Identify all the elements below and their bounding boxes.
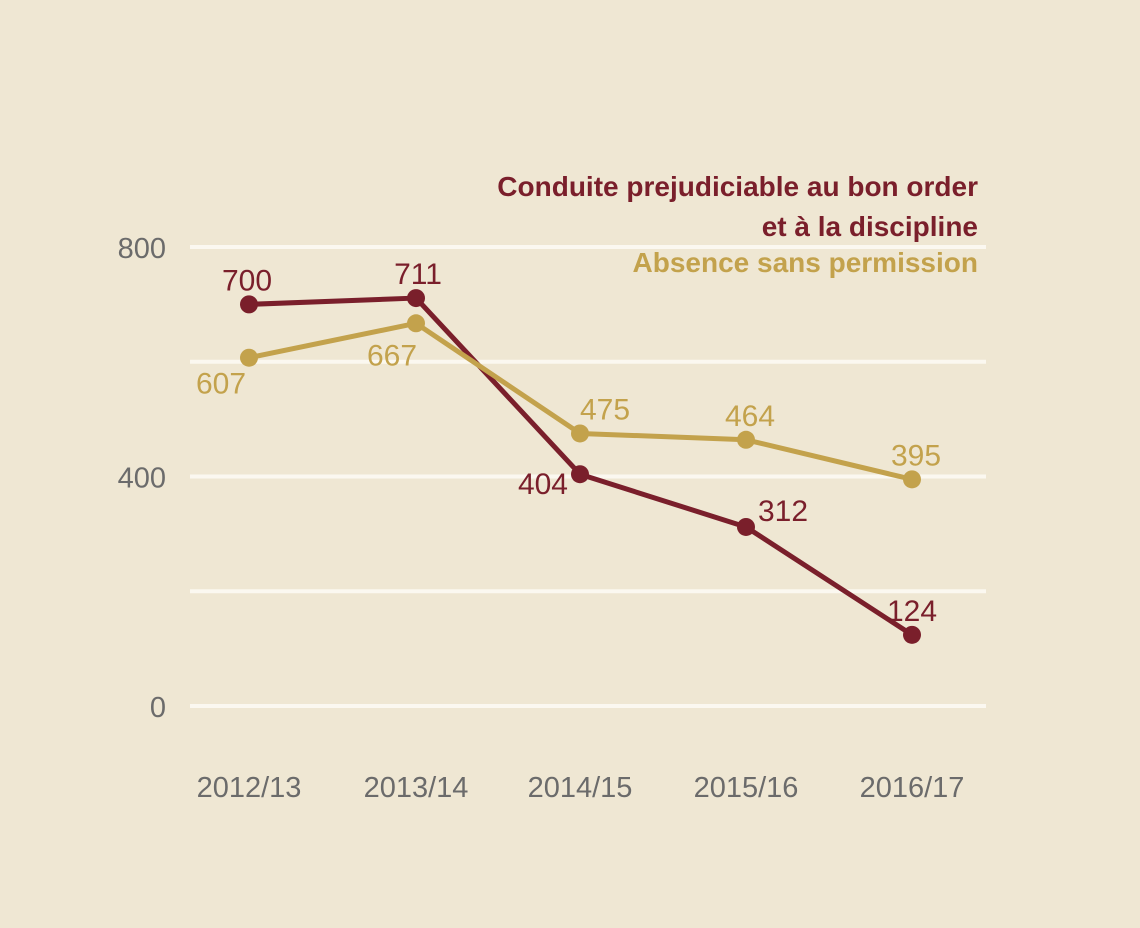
data-label-conduite-2013-14: 711 xyxy=(394,258,442,291)
point-conduite-2014-15 xyxy=(571,465,589,484)
point-conduite-2015-16 xyxy=(737,517,755,536)
data-label-absence-2015-16: 464 xyxy=(725,400,775,433)
y-tick-label-800: 800 xyxy=(118,233,166,265)
data-label-conduite-2016-17: 124 xyxy=(887,595,937,628)
x-tick-label-2016-17: 2016/17 xyxy=(860,772,965,804)
data-label-conduite-2014-15: 404 xyxy=(518,468,568,501)
point-absence-2013-14 xyxy=(407,314,425,333)
x-tick-label-2015-16: 2015/16 xyxy=(694,772,799,804)
point-absence-2015-16 xyxy=(737,430,755,449)
legend-line-conduite-2: et à la discipline xyxy=(762,211,978,242)
point-absence-2012-13 xyxy=(240,348,258,367)
series xyxy=(240,289,921,644)
x-tick-label-2014-15: 2014/15 xyxy=(528,772,633,804)
y-tick-label-0: 0 xyxy=(150,692,166,724)
point-conduite-2016-17 xyxy=(903,625,921,644)
point-absence-2014-15 xyxy=(571,424,589,443)
point-conduite-2013-14 xyxy=(407,289,425,308)
data-label-absence-2014-15: 475 xyxy=(580,393,630,426)
data-label-absence-2016-17: 395 xyxy=(891,439,941,472)
legend: Conduite prejudiciable au bon order et à… xyxy=(497,171,978,278)
data-label-absence-2012-13: 607 xyxy=(196,368,246,401)
x-tick-label-2012-13: 2012/13 xyxy=(197,772,302,804)
data-label-conduite-2015-16: 312 xyxy=(758,495,808,528)
legend-line-conduite-1: Conduite prejudiciable au bon order xyxy=(497,171,978,202)
data-label-conduite-2012-13: 700 xyxy=(222,264,272,297)
data-labels: 700 711 404 312 124 607 667 475 464 395 xyxy=(196,258,941,628)
y-axis-ticks: 0 400 800 xyxy=(118,233,166,724)
x-axis-ticks: 2012/13 2013/14 2014/15 2015/16 2016/17 xyxy=(197,772,965,804)
point-conduite-2012-13 xyxy=(240,295,258,314)
point-absence-2016-17 xyxy=(903,470,921,489)
data-label-absence-2013-14: 667 xyxy=(367,339,417,372)
y-tick-label-400: 400 xyxy=(118,463,166,495)
x-tick-label-2013-14: 2013/14 xyxy=(364,772,469,804)
legend-line-absence: Absence sans permission xyxy=(633,247,978,278)
